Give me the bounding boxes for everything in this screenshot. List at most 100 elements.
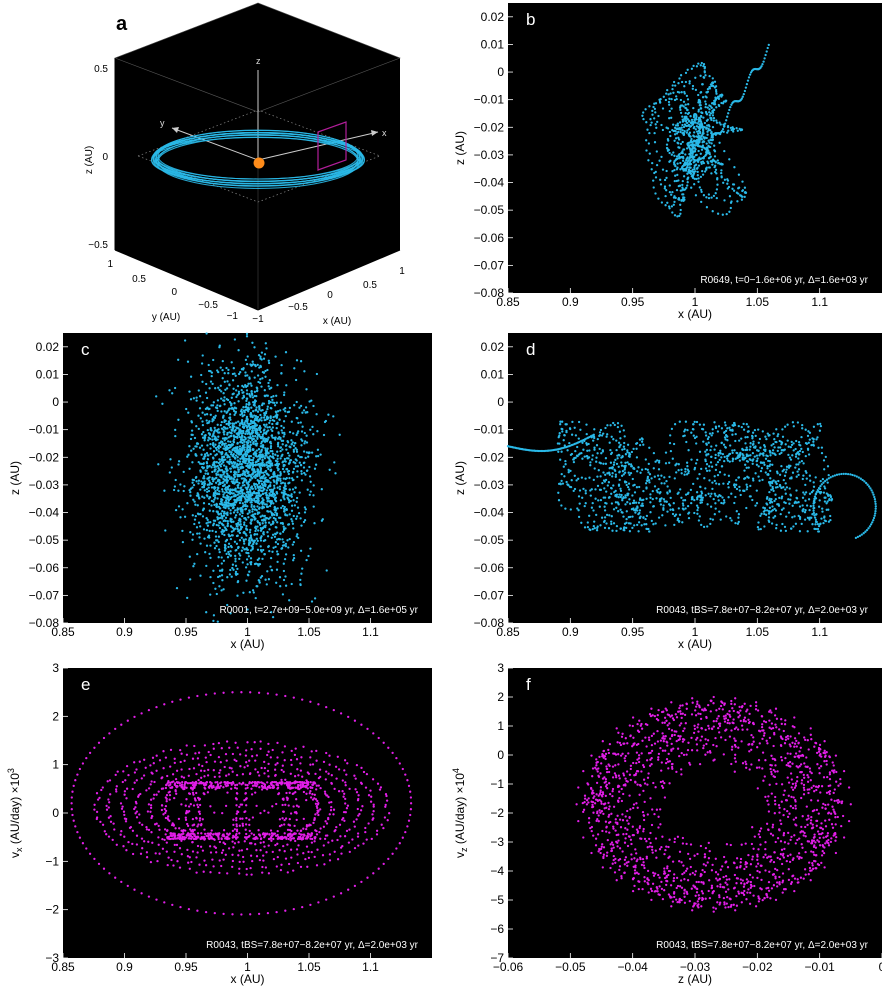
data-point — [213, 519, 217, 522]
data-point — [746, 485, 749, 489]
data-point — [679, 208, 682, 212]
data-point — [288, 430, 292, 434]
data-point — [716, 495, 720, 498]
data-point — [231, 566, 234, 570]
data-point — [254, 463, 257, 466]
data-point — [776, 449, 779, 453]
data-point — [255, 406, 258, 409]
data-point — [670, 97, 673, 101]
data-point — [679, 111, 683, 115]
data-point — [205, 451, 209, 455]
data-point — [647, 462, 650, 466]
data-point — [669, 159, 672, 162]
data-point — [283, 557, 287, 561]
data-point — [310, 399, 313, 402]
data-point — [775, 440, 778, 444]
data-point — [191, 533, 195, 536]
data-point — [245, 494, 248, 497]
data-point — [686, 124, 690, 127]
data-point — [638, 485, 641, 489]
data-point — [644, 517, 647, 521]
data-point — [616, 425, 620, 429]
data-point — [278, 487, 282, 491]
data-point — [678, 106, 682, 109]
data-point — [724, 433, 728, 437]
data-point — [756, 525, 760, 529]
data-point — [559, 458, 562, 461]
data-point — [780, 486, 783, 490]
data-point — [267, 361, 271, 365]
data-point — [300, 455, 303, 459]
data-point — [328, 468, 331, 471]
data-point — [695, 420, 699, 424]
data-point — [671, 128, 674, 132]
data-point — [710, 136, 713, 139]
data-point — [271, 455, 275, 458]
data-point — [281, 448, 284, 451]
data-point — [267, 436, 270, 439]
data-point — [215, 473, 218, 477]
data-point — [664, 451, 668, 454]
data-point — [803, 518, 807, 521]
data-point — [215, 453, 218, 456]
data-point — [182, 489, 185, 493]
data-point — [223, 546, 227, 549]
data-point — [607, 481, 611, 484]
data-point — [726, 182, 729, 185]
data-point — [749, 458, 752, 462]
data-point — [245, 430, 248, 433]
data-point — [812, 485, 816, 488]
data-point — [829, 514, 832, 518]
data-point — [647, 471, 650, 474]
data-point — [690, 431, 693, 434]
data-point — [807, 498, 811, 501]
data-point — [715, 92, 718, 95]
data-point — [276, 479, 280, 482]
data-point — [257, 492, 261, 495]
data-point — [236, 534, 239, 537]
data-point — [640, 504, 643, 507]
data-point — [202, 430, 205, 434]
data-point — [215, 539, 218, 542]
data-point — [245, 392, 249, 395]
data-point — [236, 459, 239, 462]
data-point — [763, 512, 766, 516]
data-point — [660, 123, 663, 127]
data-point — [688, 166, 691, 169]
data-point — [276, 486, 279, 489]
data-point — [220, 390, 223, 393]
data-point — [668, 475, 671, 479]
data-point — [669, 496, 672, 500]
data-point — [710, 492, 713, 495]
data-point — [193, 436, 197, 440]
data-point — [236, 567, 239, 571]
data-point — [635, 442, 638, 445]
data-point — [792, 442, 795, 445]
data-point — [606, 424, 609, 427]
data-point — [246, 464, 250, 468]
data-point — [293, 491, 296, 494]
data-point — [728, 426, 731, 429]
data-point — [680, 126, 683, 129]
data-point — [577, 477, 580, 480]
data-point — [243, 521, 246, 524]
data-point — [241, 514, 244, 518]
data-point — [218, 502, 222, 506]
data-point — [717, 161, 721, 165]
data-point — [310, 600, 314, 603]
data-point — [253, 390, 257, 393]
data-point — [763, 57, 766, 60]
data-point — [290, 518, 293, 521]
data-point — [249, 479, 252, 482]
data-point — [704, 487, 707, 490]
data-point — [711, 138, 715, 141]
data-point — [792, 449, 795, 452]
data-point — [668, 461, 671, 464]
data-point — [192, 483, 196, 487]
data-point — [252, 591, 255, 594]
data-point — [239, 527, 243, 530]
data-point — [205, 396, 209, 400]
data-point — [642, 489, 645, 493]
data-point — [215, 502, 218, 506]
data-point — [228, 462, 231, 466]
